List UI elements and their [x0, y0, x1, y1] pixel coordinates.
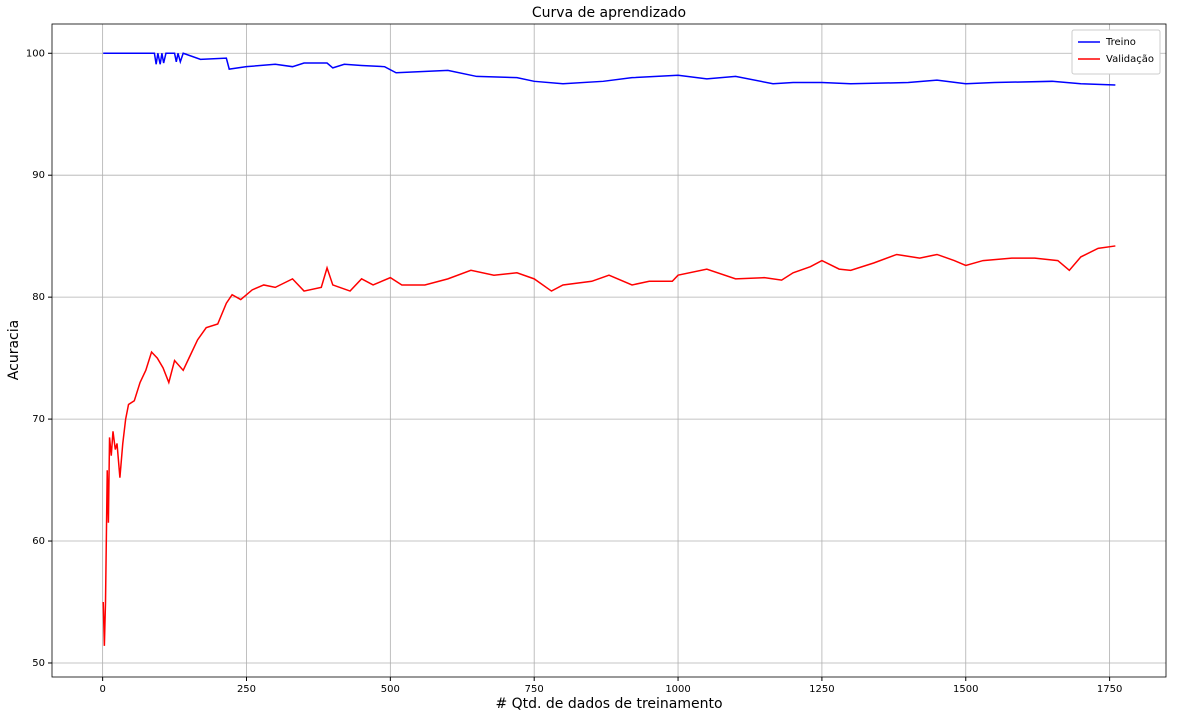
x-tick-label: 1000 — [665, 684, 690, 695]
y-axis-label: Acuracia — [6, 320, 22, 380]
legend-box — [1071, 29, 1161, 75]
x-tick-label: 1750 — [1097, 684, 1122, 695]
data-line — [102, 245, 1116, 646]
y-tick-label: 100 — [26, 48, 45, 59]
legend-label: Validação — [1106, 54, 1154, 65]
y-tick-label: 50 — [32, 658, 45, 669]
x-tick-label: 1250 — [809, 684, 834, 695]
legend-label: Treino — [1105, 37, 1136, 48]
chart-title: Curva de aprendizado — [532, 5, 686, 21]
x-tick-label: 1500 — [953, 684, 978, 695]
x-tick-label: 750 — [525, 684, 544, 695]
y-tick-label: 60 — [32, 536, 45, 547]
y-tick-label: 80 — [32, 292, 45, 303]
x-tick-label: 500 — [381, 684, 400, 695]
plot-frame — [51, 23, 1167, 678]
x-tick-label: 250 — [237, 684, 256, 695]
plot-area — [52, 24, 1166, 677]
data-line — [103, 52, 1116, 86]
y-tick-label: 90 — [32, 170, 45, 181]
y-tick-label: 70 — [32, 414, 45, 425]
x-axis-label: # Qtd. de dados de treinamento — [495, 696, 722, 712]
x-tick-label: 0 — [99, 684, 105, 695]
